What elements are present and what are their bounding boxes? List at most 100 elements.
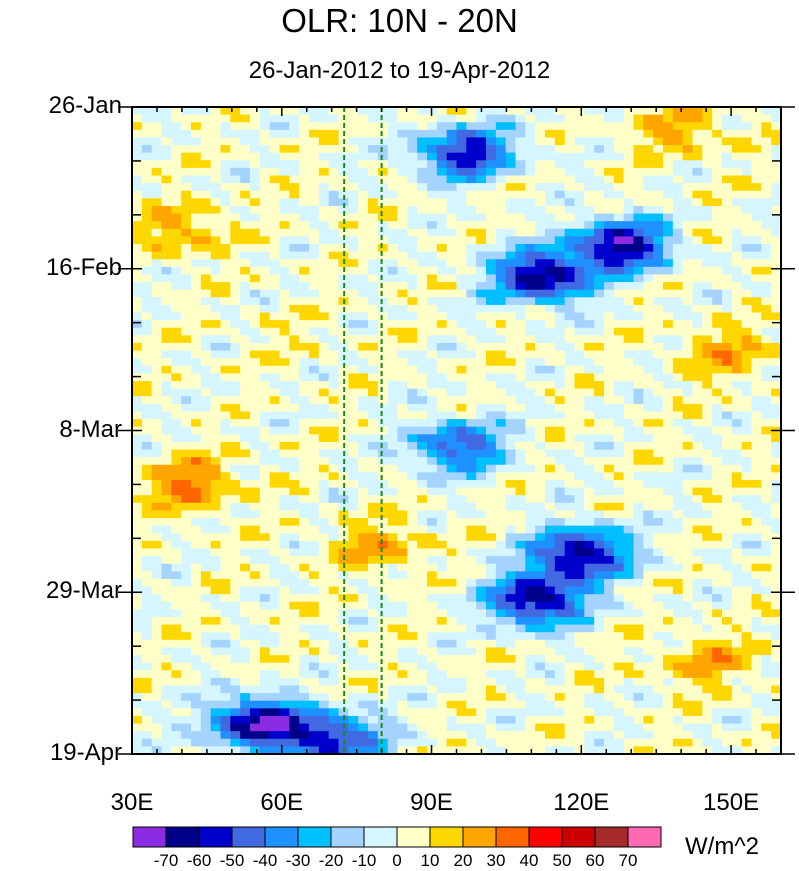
field-cell	[358, 639, 369, 649]
field-cell	[663, 419, 674, 428]
field-cell	[702, 594, 713, 603]
field-cell	[545, 457, 556, 466]
field-cell	[584, 472, 595, 481]
field-cell	[220, 183, 231, 192]
field-cell	[731, 487, 743, 496]
field-cell	[653, 320, 664, 329]
field-cell	[407, 479, 418, 489]
field-cell	[505, 518, 517, 527]
field-cell	[643, 388, 654, 397]
field-cell	[623, 411, 635, 420]
field-cell	[456, 533, 467, 542]
field-cell	[309, 198, 320, 207]
field-cell	[309, 655, 320, 664]
field-cell	[358, 472, 369, 481]
field-cell	[427, 259, 438, 268]
field-cell	[505, 282, 517, 291]
field-cell	[535, 183, 546, 192]
field-cell	[535, 396, 546, 405]
field-cell	[279, 221, 290, 230]
field-cell	[269, 639, 281, 649]
field-cell	[417, 434, 428, 443]
field-cell	[545, 624, 556, 633]
field-cell	[702, 137, 713, 146]
field-cell	[505, 259, 517, 268]
field-cell	[525, 152, 536, 161]
field-cell	[466, 594, 477, 603]
field-cell	[594, 601, 605, 610]
field-cell	[161, 388, 172, 397]
field-cell	[141, 152, 153, 161]
field-cell	[643, 601, 654, 610]
field-cell	[309, 548, 320, 557]
field-cell	[151, 259, 163, 268]
field-cell	[191, 213, 202, 222]
field-cell	[692, 342, 703, 352]
field-cell	[191, 335, 202, 344]
field-cell	[299, 449, 310, 458]
field-cell	[161, 556, 172, 565]
field-cell	[289, 205, 300, 215]
field-cell	[653, 419, 664, 428]
field-cell	[407, 472, 418, 481]
field-cell	[545, 244, 556, 253]
field-cell	[604, 548, 615, 557]
field-cell	[328, 510, 340, 519]
field-cell	[535, 304, 546, 314]
field-cell	[230, 601, 241, 610]
field-cell	[663, 403, 674, 413]
field-cell	[309, 205, 320, 215]
field-cell	[643, 327, 654, 336]
field-cell	[584, 426, 595, 435]
field-cell	[741, 304, 753, 314]
field-cell	[702, 472, 713, 481]
field-cell	[643, 365, 654, 375]
field-cell	[191, 175, 202, 184]
field-cell	[250, 639, 261, 649]
field-cell	[250, 381, 261, 390]
field-cell	[171, 533, 182, 542]
field-cell	[771, 152, 782, 161]
field-cell	[358, 502, 369, 512]
field-cell	[623, 122, 635, 131]
field-cell	[407, 441, 418, 451]
field-cell	[771, 175, 782, 184]
field-cell	[377, 205, 389, 215]
field-cell	[181, 282, 192, 291]
field-cell	[250, 624, 261, 633]
field-cell	[358, 304, 369, 314]
field-cell	[613, 175, 625, 184]
field-cell	[486, 624, 497, 633]
field-cell	[387, 670, 399, 679]
field-cell	[692, 320, 703, 329]
field-cell	[181, 190, 192, 199]
field-cell	[279, 365, 290, 375]
field-cell	[761, 107, 772, 116]
field-cell	[210, 152, 222, 161]
field-cell	[151, 655, 163, 664]
field-cell	[672, 259, 684, 268]
field-cell	[161, 426, 172, 435]
field-cell	[604, 556, 615, 565]
field-cell	[387, 381, 399, 390]
field-cell	[436, 487, 448, 496]
field-cell	[436, 632, 448, 641]
field-cell	[387, 183, 399, 192]
field-cell	[623, 525, 635, 534]
field-cell	[466, 624, 477, 633]
field-cell	[259, 221, 271, 230]
field-cell	[525, 145, 536, 154]
field-cell	[613, 190, 625, 199]
field-cell	[436, 601, 448, 610]
field-cell	[476, 145, 487, 154]
field-cell	[515, 540, 526, 550]
field-cell	[171, 289, 182, 298]
field-cell	[279, 297, 290, 306]
field-cell	[604, 655, 615, 664]
field-cell	[289, 335, 300, 344]
field-cell	[240, 145, 251, 154]
field-cell	[240, 107, 251, 116]
field-cell	[771, 129, 782, 139]
field-cell	[328, 381, 340, 390]
field-cell	[495, 677, 507, 687]
